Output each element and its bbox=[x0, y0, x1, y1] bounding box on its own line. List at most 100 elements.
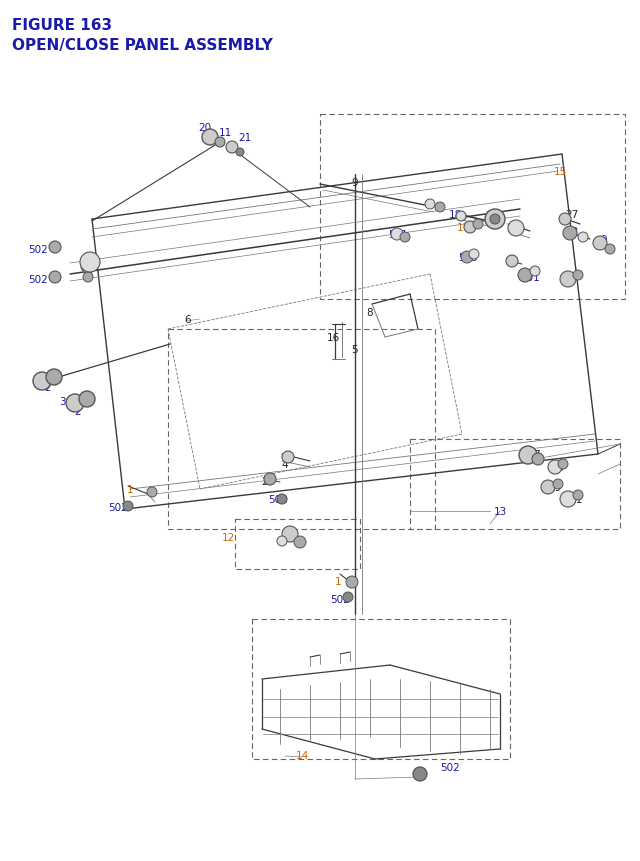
Circle shape bbox=[558, 460, 568, 469]
Circle shape bbox=[343, 592, 353, 603]
Text: 16: 16 bbox=[326, 332, 340, 343]
Circle shape bbox=[413, 767, 427, 781]
Circle shape bbox=[573, 270, 583, 281]
Circle shape bbox=[49, 272, 61, 283]
Circle shape bbox=[236, 149, 244, 157]
Text: 18: 18 bbox=[449, 210, 461, 220]
Circle shape bbox=[530, 267, 540, 276]
Text: 7: 7 bbox=[532, 449, 540, 460]
Text: 1: 1 bbox=[335, 576, 341, 586]
Text: 14: 14 bbox=[296, 750, 308, 760]
Text: 11: 11 bbox=[563, 275, 577, 285]
Text: 8: 8 bbox=[367, 307, 373, 318]
Text: 22: 22 bbox=[485, 211, 499, 220]
Bar bbox=[410, 439, 620, 530]
Text: 502: 502 bbox=[440, 762, 460, 772]
Text: 10: 10 bbox=[552, 462, 564, 473]
Circle shape bbox=[277, 536, 287, 547]
Bar bbox=[252, 619, 510, 759]
Bar bbox=[168, 330, 435, 530]
Circle shape bbox=[605, 245, 615, 255]
Text: 2: 2 bbox=[75, 406, 81, 417]
Text: 12: 12 bbox=[221, 532, 235, 542]
Text: 502: 502 bbox=[28, 245, 48, 255]
Text: 1: 1 bbox=[127, 485, 133, 494]
Circle shape bbox=[226, 142, 238, 154]
Circle shape bbox=[80, 253, 100, 273]
Circle shape bbox=[202, 130, 218, 146]
Circle shape bbox=[578, 232, 588, 243]
Text: 27: 27 bbox=[565, 210, 579, 220]
Text: 502: 502 bbox=[108, 503, 128, 512]
Text: 9: 9 bbox=[352, 177, 358, 188]
Circle shape bbox=[147, 487, 157, 498]
Text: 24: 24 bbox=[508, 223, 522, 232]
Circle shape bbox=[461, 251, 473, 263]
Circle shape bbox=[83, 273, 93, 282]
Text: 11: 11 bbox=[218, 127, 232, 138]
Circle shape bbox=[508, 220, 524, 237]
Circle shape bbox=[518, 269, 532, 282]
Circle shape bbox=[485, 210, 505, 230]
Text: 13: 13 bbox=[493, 506, 507, 517]
Circle shape bbox=[593, 237, 607, 251]
Text: OPEN/CLOSE PANEL ASSEMBLY: OPEN/CLOSE PANEL ASSEMBLY bbox=[12, 38, 273, 53]
Circle shape bbox=[391, 229, 403, 241]
Circle shape bbox=[46, 369, 62, 386]
Circle shape bbox=[553, 480, 563, 489]
Circle shape bbox=[548, 461, 562, 474]
Circle shape bbox=[264, 474, 276, 486]
Circle shape bbox=[277, 494, 287, 505]
Circle shape bbox=[464, 222, 476, 233]
Text: 502: 502 bbox=[28, 275, 48, 285]
Text: 17: 17 bbox=[456, 223, 470, 232]
Text: FIGURE 163: FIGURE 163 bbox=[12, 18, 112, 33]
Circle shape bbox=[506, 256, 518, 268]
Circle shape bbox=[425, 200, 435, 210]
Circle shape bbox=[282, 526, 298, 542]
Text: 501: 501 bbox=[520, 273, 540, 282]
Text: 19: 19 bbox=[548, 482, 562, 492]
Text: 2: 2 bbox=[45, 382, 51, 393]
Text: 9: 9 bbox=[601, 235, 607, 245]
Circle shape bbox=[66, 394, 84, 412]
Text: 501: 501 bbox=[388, 230, 408, 239]
Circle shape bbox=[563, 226, 577, 241]
Circle shape bbox=[49, 242, 61, 254]
Circle shape bbox=[400, 232, 410, 243]
Text: 6: 6 bbox=[185, 314, 191, 325]
Circle shape bbox=[573, 491, 583, 500]
Circle shape bbox=[490, 214, 500, 225]
Circle shape bbox=[215, 138, 225, 148]
Text: 26: 26 bbox=[261, 476, 275, 486]
Circle shape bbox=[456, 212, 466, 222]
Text: 23: 23 bbox=[565, 226, 579, 237]
Circle shape bbox=[294, 536, 306, 548]
Circle shape bbox=[81, 260, 95, 274]
Circle shape bbox=[79, 392, 95, 407]
Circle shape bbox=[560, 492, 576, 507]
Text: 5: 5 bbox=[352, 344, 358, 355]
Text: 502: 502 bbox=[268, 494, 288, 505]
Circle shape bbox=[519, 447, 537, 464]
Circle shape bbox=[469, 250, 479, 260]
Circle shape bbox=[346, 576, 358, 588]
Text: 20: 20 bbox=[198, 123, 212, 133]
Circle shape bbox=[532, 454, 544, 466]
Circle shape bbox=[560, 272, 576, 288]
Text: 15: 15 bbox=[554, 167, 566, 177]
Text: 11: 11 bbox=[570, 494, 582, 505]
Text: 502: 502 bbox=[330, 594, 350, 604]
Circle shape bbox=[33, 373, 51, 391]
Bar bbox=[320, 115, 625, 300]
Circle shape bbox=[282, 451, 294, 463]
Bar bbox=[235, 519, 360, 569]
Circle shape bbox=[435, 202, 445, 213]
Circle shape bbox=[541, 480, 555, 494]
Text: 4: 4 bbox=[282, 460, 288, 469]
Text: 25: 25 bbox=[506, 257, 518, 267]
Text: 3: 3 bbox=[59, 397, 65, 406]
Circle shape bbox=[473, 220, 483, 230]
Circle shape bbox=[123, 501, 133, 511]
Text: 21: 21 bbox=[238, 133, 252, 143]
